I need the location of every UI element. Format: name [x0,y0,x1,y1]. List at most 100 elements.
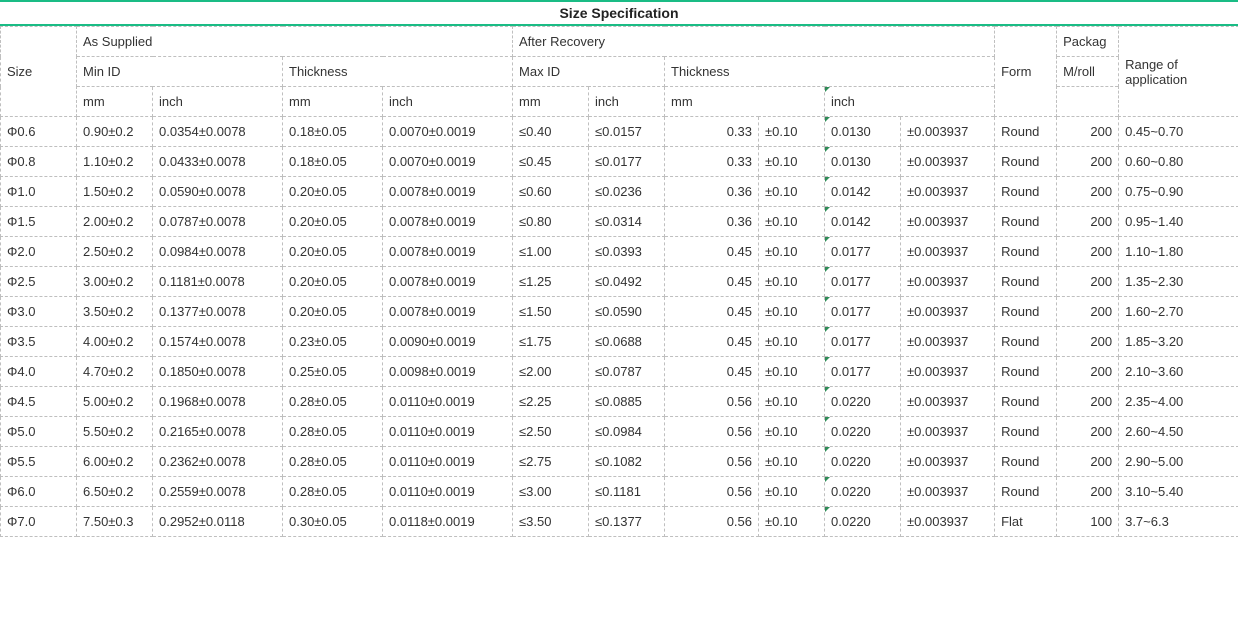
recovery-max-id-mm: ≤0.45 [513,147,589,177]
supplied-min-id-inch: 0.0787±0.0078 [153,207,283,237]
recovery-thickness-inch-value: 0.0130 [825,147,901,177]
supplied-thickness-mm: 0.20±0.05 [283,207,383,237]
recovery-thickness-inch-tol: ±0.003937 [901,477,995,507]
form: Round [995,327,1057,357]
range-of-application: 2.35~4.00 [1119,387,1238,417]
table-row: Φ1.01.50±0.20.0590±0.00780.20±0.050.0078… [1,177,1238,207]
hdr-inch: inch [153,87,283,117]
hdr-mroll: M/roll [1057,57,1119,87]
supplied-min-id-mm: 6.50±0.2 [77,477,153,507]
recovery-thickness-inch-tol: ±0.003937 [901,147,995,177]
supplied-min-id-inch: 0.0590±0.0078 [153,177,283,207]
hdr-range: Range of application [1119,27,1238,117]
supplied-thickness-inch: 0.0078±0.0019 [383,267,513,297]
recovery-max-id-mm: ≤1.25 [513,267,589,297]
recovery-max-id-mm: ≤2.00 [513,357,589,387]
size: Φ2.0 [1,237,77,267]
supplied-thickness-inch: 0.0078±0.0019 [383,207,513,237]
table-body: Φ0.60.90±0.20.0354±0.00780.18±0.050.0070… [1,117,1238,537]
recovery-thickness-mm-value: 0.45 [665,357,759,387]
supplied-min-id-mm: 5.00±0.2 [77,387,153,417]
recovery-thickness-mm-tol: ±0.10 [759,207,825,237]
recovery-thickness-inch-tol: ±0.003937 [901,387,995,417]
table-row: Φ1.52.00±0.20.0787±0.00780.20±0.050.0078… [1,207,1238,237]
recovery-max-id-inch: ≤0.0393 [589,237,665,267]
supplied-min-id-mm: 3.50±0.2 [77,297,153,327]
supplied-thickness-inch: 0.0078±0.0019 [383,177,513,207]
recovery-thickness-inch-tol: ±0.003937 [901,507,995,537]
supplied-thickness-inch: 0.0110±0.0019 [383,387,513,417]
form: Round [995,417,1057,447]
supplied-min-id-inch: 0.2952±0.0118 [153,507,283,537]
supplied-min-id-inch: 0.0984±0.0078 [153,237,283,267]
supplied-thickness-inch: 0.0110±0.0019 [383,447,513,477]
size: Φ0.8 [1,147,77,177]
recovery-thickness-mm-tol: ±0.10 [759,477,825,507]
recovery-thickness-inch-value: 0.0177 [825,297,901,327]
form: Flat [995,507,1057,537]
supplied-thickness-mm: 0.23±0.05 [283,327,383,357]
table-row: Φ3.54.00±0.20.1574±0.00780.23±0.050.0090… [1,327,1238,357]
table-row: Φ0.81.10±0.20.0433±0.00780.18±0.050.0070… [1,147,1238,177]
recovery-thickness-inch-value: 0.0142 [825,177,901,207]
recovery-max-id-mm: ≤1.50 [513,297,589,327]
recovery-max-id-mm: ≤2.50 [513,417,589,447]
range-of-application: 0.75~0.90 [1119,177,1238,207]
range-of-application: 3.7~6.3 [1119,507,1238,537]
supplied-thickness-inch: 0.0070±0.0019 [383,117,513,147]
spec-table-container: Size Specification Size As Supplied Afte… [0,0,1238,537]
hdr-as-supplied: As Supplied [77,27,513,57]
recovery-max-id-inch: ≤0.0157 [589,117,665,147]
package-mroll: 200 [1057,207,1119,237]
supplied-thickness-mm: 0.28±0.05 [283,447,383,477]
table-row: Φ2.53.00±0.20.1181±0.00780.20±0.050.0078… [1,267,1238,297]
size-spec-table: Size As Supplied After Recovery Form Pac… [0,26,1238,537]
range-of-application: 1.60~2.70 [1119,297,1238,327]
supplied-min-id-mm: 2.50±0.2 [77,237,153,267]
supplied-min-id-inch: 0.2559±0.0078 [153,477,283,507]
supplied-thickness-mm: 0.28±0.05 [283,477,383,507]
hdr-max-id: Max ID [513,57,665,87]
hdr-inch: inch [383,87,513,117]
recovery-thickness-mm-value: 0.56 [665,387,759,417]
recovery-thickness-mm-value: 0.45 [665,327,759,357]
recovery-max-id-inch: ≤0.1082 [589,447,665,477]
supplied-min-id-mm: 0.90±0.2 [77,117,153,147]
form: Round [995,147,1057,177]
recovery-max-id-mm: ≤0.40 [513,117,589,147]
recovery-max-id-inch: ≤0.0177 [589,147,665,177]
range-of-application: 2.10~3.60 [1119,357,1238,387]
supplied-min-id-inch: 0.2165±0.0078 [153,417,283,447]
hdr-blank [1057,87,1119,117]
supplied-min-id-inch: 0.0354±0.0078 [153,117,283,147]
table-row: Φ4.04.70±0.20.1850±0.00780.25±0.050.0098… [1,357,1238,387]
hdr-thickness-supplied: Thickness [283,57,513,87]
recovery-max-id-mm: ≤2.25 [513,387,589,417]
recovery-max-id-mm: ≤3.00 [513,477,589,507]
table-row: Φ2.02.50±0.20.0984±0.00780.20±0.050.0078… [1,237,1238,267]
recovery-thickness-mm-tol: ±0.10 [759,417,825,447]
supplied-min-id-mm: 1.50±0.2 [77,177,153,207]
supplied-min-id-inch: 0.1968±0.0078 [153,387,283,417]
range-of-application: 0.60~0.80 [1119,147,1238,177]
package-mroll: 200 [1057,237,1119,267]
recovery-max-id-inch: ≤0.0590 [589,297,665,327]
size: Φ5.5 [1,447,77,477]
form: Round [995,297,1057,327]
recovery-max-id-mm: ≤2.75 [513,447,589,477]
recovery-thickness-inch-value: 0.0177 [825,267,901,297]
package-mroll: 200 [1057,117,1119,147]
recovery-thickness-inch-tol: ±0.003937 [901,177,995,207]
hdr-thickness-recovery: Thickness [665,57,995,87]
recovery-thickness-mm-value: 0.45 [665,267,759,297]
supplied-min-id-mm: 4.00±0.2 [77,327,153,357]
package-mroll: 100 [1057,507,1119,537]
form: Round [995,237,1057,267]
table-row: Φ5.56.00±0.20.2362±0.00780.28±0.050.0110… [1,447,1238,477]
form: Round [995,177,1057,207]
range-of-application: 1.85~3.20 [1119,327,1238,357]
recovery-thickness-inch-value: 0.0220 [825,387,901,417]
size: Φ5.0 [1,417,77,447]
supplied-thickness-inch: 0.0118±0.0019 [383,507,513,537]
recovery-thickness-inch-value: 0.0220 [825,507,901,537]
